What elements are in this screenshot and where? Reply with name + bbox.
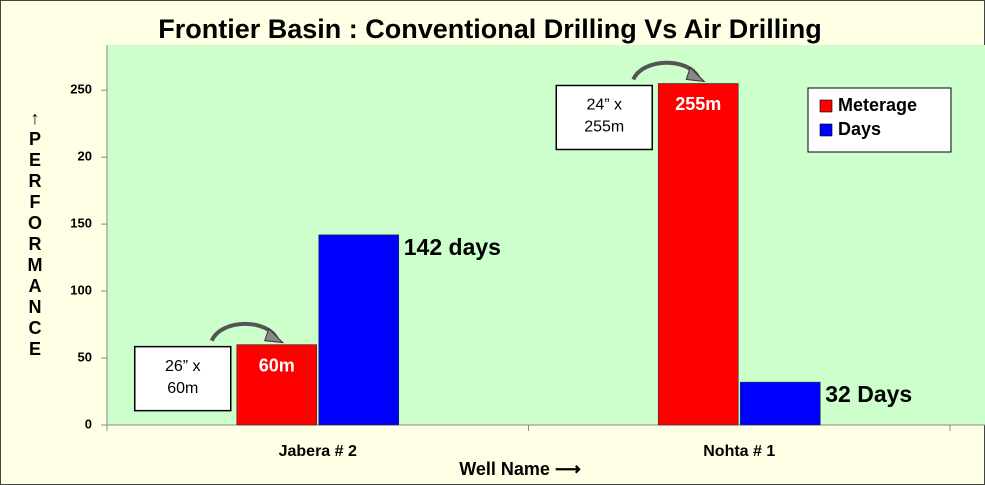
legend-swatch (819, 99, 833, 113)
legend-box (807, 87, 952, 153)
bar (236, 344, 318, 426)
annotation: 24” x (586, 97, 622, 114)
x-axis-label: Well Name ⟶ (459, 459, 581, 479)
annotation-arrowhead (264, 327, 285, 344)
y-tick-label: 100 (70, 283, 92, 298)
annotation-arrowhead (685, 66, 706, 83)
y-tick-label: 150 (70, 216, 92, 231)
annotation: 26” x (165, 358, 201, 375)
bar (318, 234, 400, 426)
legend: Meterage Days (807, 87, 952, 153)
legend-swatch (819, 123, 833, 137)
annotation: 60m (167, 380, 198, 397)
x-tick-label: Nohta # 1 (703, 443, 775, 460)
bar (739, 381, 821, 426)
data-label: 60m (259, 355, 295, 375)
data-label: 32 Days (825, 381, 912, 407)
annotation: 255m (584, 119, 624, 136)
y-tick-label: 250 (70, 82, 92, 97)
x-tick-label: Jabera # 2 (279, 443, 357, 460)
data-label: 255m (675, 94, 721, 114)
y-tick-label: 0 (85, 416, 92, 431)
annotation-box (134, 345, 232, 412)
legend-label: Days (838, 119, 881, 139)
y-tick-label: 50 (78, 349, 92, 364)
annotation-box (555, 84, 653, 151)
y-axis-label: ↑PERFORMANCE (25, 108, 45, 360)
y-tick-label: 20 (78, 149, 92, 164)
legend-label: Meterage (838, 95, 917, 115)
bar (657, 83, 739, 426)
data-label: 142 days (404, 234, 501, 260)
chart-title: Frontier Basin : Conventional Drilling V… (158, 14, 822, 44)
